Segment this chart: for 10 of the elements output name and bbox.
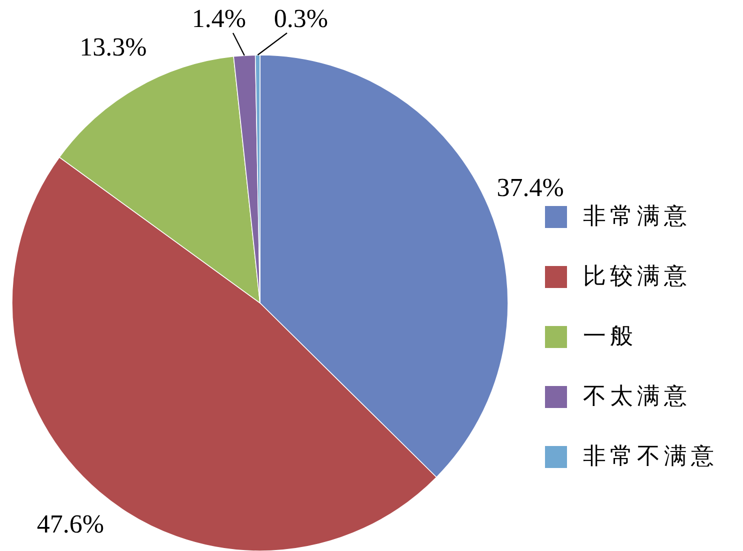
legend-label: 非常满意 xyxy=(583,203,691,230)
data-label: 37.4% xyxy=(496,172,564,202)
data-label: 47.6% xyxy=(36,509,104,538)
data-label: 1.4% xyxy=(192,4,246,33)
legend-label: 一般 xyxy=(583,323,637,350)
legend-label: 非常不满意 xyxy=(583,443,718,470)
legend-label: 比较满意 xyxy=(583,263,691,290)
data-label: 13.3% xyxy=(80,32,147,62)
legend-label: 不太满意 xyxy=(583,383,691,410)
data-label: 0.3% xyxy=(274,4,328,33)
